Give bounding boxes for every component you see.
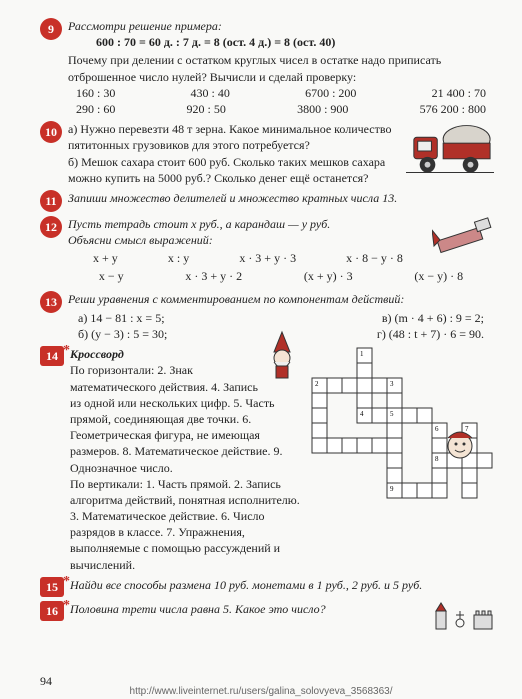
pencil-icon [432, 216, 494, 256]
gnome-icon [260, 330, 304, 380]
task-14: Кроссворд По горизонтали: 2. Знак матема… [70, 346, 494, 573]
t9-row2: 290 : 60920 : 503800 : 900576 200 : 800 [68, 101, 494, 117]
svg-text:1: 1 [360, 350, 364, 358]
svg-text:3: 3 [390, 380, 394, 388]
badge-11: 11 [40, 190, 62, 212]
truck-icon [406, 121, 494, 179]
task-15: Найди все способы размена 10 руб. монета… [70, 577, 494, 593]
badge-12: 12 [40, 216, 62, 238]
badge-10: 10 [40, 121, 62, 143]
source-url: http://www.liveinternet.ru/users/galina_… [0, 686, 522, 697]
svg-text:4: 4 [360, 410, 364, 418]
svg-text:9: 9 [390, 485, 394, 493]
task-10: а) Нужно перевезти 48 т зерна. Какое мин… [68, 121, 494, 186]
svg-text:2: 2 [315, 380, 319, 388]
svg-text:5: 5 [390, 410, 394, 418]
task-9: Рассмотри решение примера: 600 : 70 = 60… [68, 18, 494, 117]
badge-16: 16 [40, 601, 64, 621]
svg-text:7: 7 [465, 425, 469, 433]
badge-14: 14 [40, 346, 64, 366]
t9-row1: 160 : 30430 : 406700 : 20021 400 : 70 [68, 85, 494, 101]
task-12: Пусть тетрадь стоит x руб., а карандаш —… [68, 216, 494, 287]
svg-text:6: 6 [435, 425, 439, 433]
svg-text:8: 8 [435, 455, 439, 463]
task-16: Половина трети числа равна 5. Какое это … [70, 601, 494, 631]
castle-icon [434, 601, 494, 631]
crossword-grid: 1 2 3 4 5 6 7 8 9 [310, 346, 494, 506]
badge-15: 15 [40, 577, 64, 597]
badge-9: 9 [40, 18, 62, 40]
task-11: Запиши множество делителей и множество к… [68, 190, 494, 206]
badge-13: 13 [40, 291, 62, 313]
